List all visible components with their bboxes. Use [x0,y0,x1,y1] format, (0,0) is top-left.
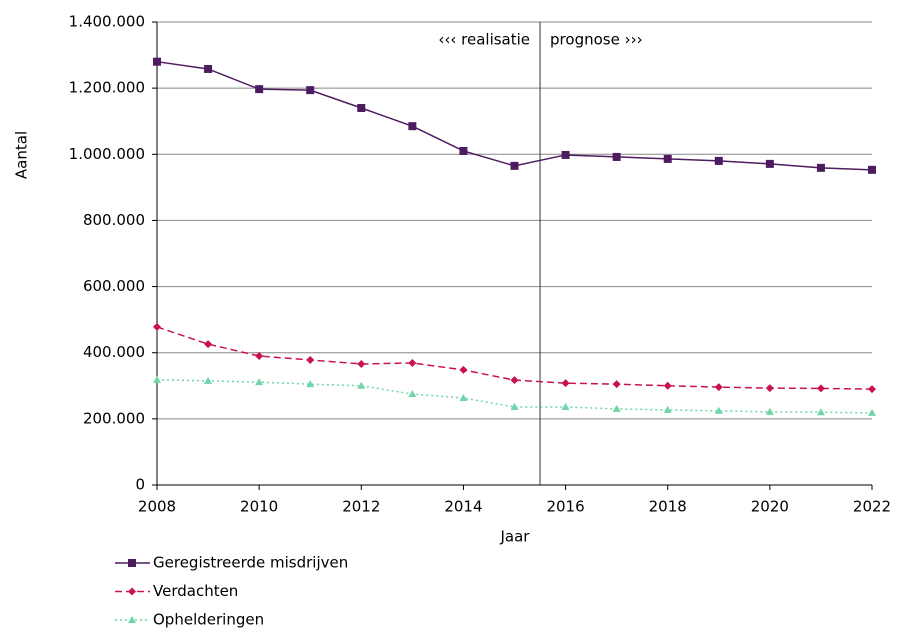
series-line [156,60,873,171]
y-tick-label: 600.000 [83,277,145,295]
data-point [204,64,213,73]
data-point [765,407,774,415]
y-axis-label: Aantal [13,131,31,179]
data-point [510,161,519,170]
data-point [153,322,161,331]
x-tick-label: 2008 [138,498,176,516]
legend-label: Verdachten [153,582,238,600]
data-point [561,150,570,159]
data-point [816,408,825,416]
y-tick-label: 1.000.000 [69,145,145,163]
x-tick-label: 2010 [240,498,278,516]
data-point [255,352,264,361]
x-tick-label: 2022 [853,498,891,516]
data-point [816,163,825,172]
data-point [153,57,161,66]
data-point [868,165,876,174]
data-point [714,156,723,165]
legend-marker [128,587,136,596]
data-point [612,404,621,412]
data-point [714,406,723,414]
data-point [663,405,672,413]
x-tick-label: 2018 [649,498,687,516]
data-point [663,381,672,390]
divider-right-label: prognose ››› [550,31,643,49]
data-point [765,384,774,393]
data-point [306,355,315,364]
data-point [204,340,213,349]
data-point [765,159,774,168]
legend-marker [128,616,136,623]
data-point [510,402,519,410]
x-tick-label: 2020 [751,498,789,516]
divider-left-label: ‹‹‹ realisatie [438,31,530,49]
y-tick-label: 200.000 [83,409,145,427]
data-point [459,365,468,374]
x-tick-label: 2014 [444,498,482,516]
x-axis-label: Jaar [500,528,531,546]
data-point [561,379,570,388]
data-point [510,376,519,385]
data-point [408,122,417,131]
data-point [612,152,621,161]
data-point [306,86,315,95]
data-point [561,402,570,410]
legend-label: Geregistreerde misdrijven [153,554,348,572]
data-point [459,394,468,402]
data-point [255,85,264,94]
data-point [255,378,264,386]
x-tick-label: 2016 [546,498,584,516]
x-tick-label: 2012 [342,498,380,516]
y-tick-label: 1.200.000 [69,79,145,97]
y-tick-label: 800.000 [83,211,145,229]
legend-label: Ophelderingen [153,611,264,629]
data-point [357,103,366,112]
data-point [153,375,161,383]
data-point [408,358,417,367]
legend-marker [128,559,136,567]
data-point [357,381,366,389]
y-tick-label: 400.000 [83,343,145,361]
data-point [357,359,366,368]
data-point [714,383,723,392]
data-point [204,376,213,384]
data-point [868,408,876,416]
y-tick-label: 1.400.000 [69,13,145,31]
data-point [408,390,417,398]
data-point [306,380,315,388]
data-point [816,384,825,393]
data-point [612,380,621,389]
data-point [868,385,876,394]
data-point [663,154,672,163]
y-tick-label: 0 [135,476,145,494]
data-point [459,146,468,155]
